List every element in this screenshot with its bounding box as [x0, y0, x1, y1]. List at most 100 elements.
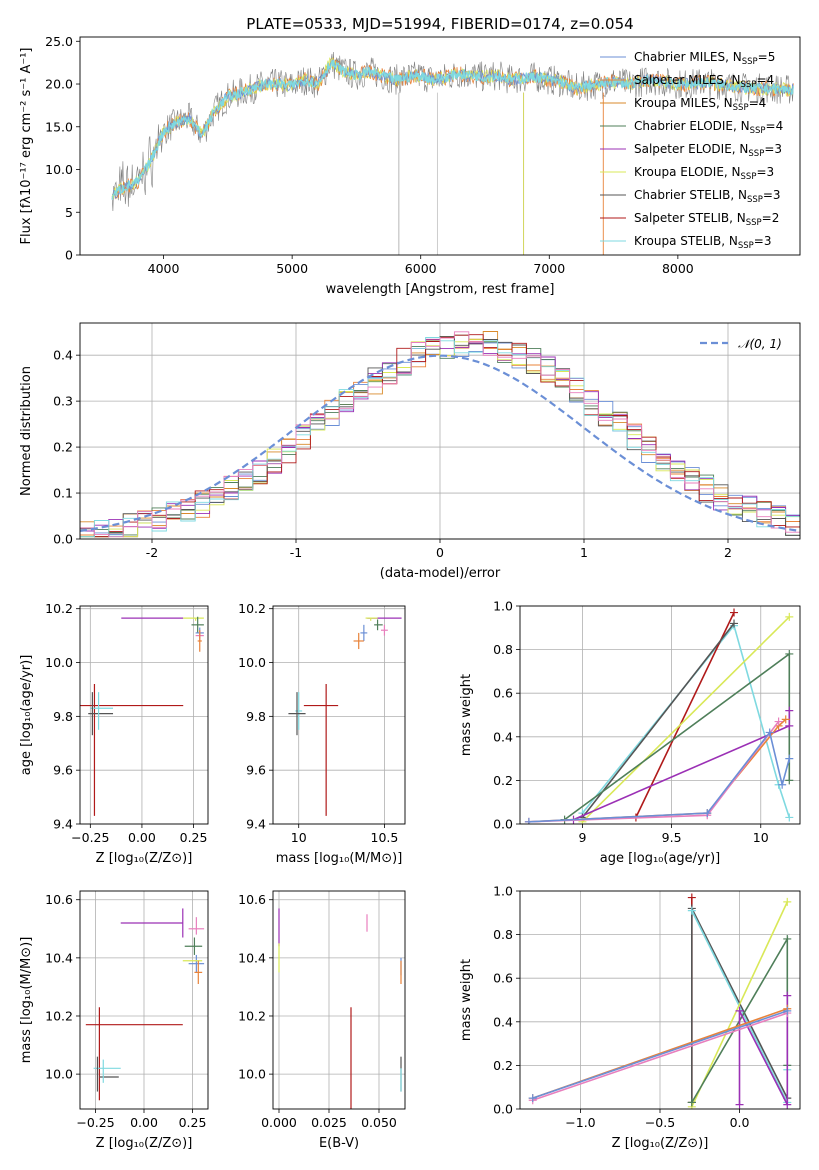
age-vs-mass-ytick-label: 9.6: [246, 763, 266, 778]
weights-vs-Z-marker-point: [783, 1006, 792, 1015]
residuals-xtick-label: -2: [146, 545, 158, 560]
weights-vs-age-ytick-label: 0.8: [493, 642, 513, 657]
spectrum-legend-entry: Chabrier MILES, NSSP=5: [634, 50, 775, 67]
weights-vs-age-marker-point: [524, 817, 533, 824]
weights-vs-Z-ytick-label: 1.0: [493, 884, 513, 899]
residuals-xtick-label: 2: [724, 545, 732, 560]
weights-vs-age-xtick-label: 9: [578, 830, 586, 845]
spectrum-legend-entry: Chabrier ELODIE, NSSP=4: [634, 119, 783, 136]
weights-vs-age-ytick-label: 0.2: [493, 773, 513, 788]
weights-vs-age-ytick-label: 0.0: [493, 817, 513, 832]
weights-vs-age-ytick-label: 1.0: [493, 599, 513, 614]
weights-vs-Z-series-line: [691, 901, 789, 1108]
mass-vs-Z-xlabel: Z [log₁₀(Z/Z⊙)]: [96, 1136, 193, 1151]
weights-vs-age-series-line: [581, 622, 735, 818]
weights-vs-age-marker-point: [765, 728, 774, 737]
age-vs-Z-plot-area: [80, 616, 204, 816]
weights-vs-age-series-line: [573, 710, 791, 821]
spectrum-title: PLATE=0533, MJD=51994, FIBERID=0174, z=0…: [246, 15, 633, 33]
residuals-ytick-label: 0.2: [53, 440, 73, 455]
spectrum-panel: 4000 5000 6000 7000 8000 0 5 10.0 15.0 20.0 25.0 wa…: [19, 15, 801, 297]
age-vs-Z-xtick-label: 0.00: [128, 830, 156, 845]
spectrum-legend: Chabrier MILES, NSSP=5 Salpeter MILES, NS…: [600, 50, 783, 251]
age-vs-Z-xtick-label: 0.25: [180, 830, 208, 845]
residuals-ylabel: Normed distribution: [19, 366, 34, 496]
weights-vs-age-marker-point: [785, 813, 794, 822]
age-vs-Z-grid: [80, 606, 208, 825]
spectrum-ytick-label: 5: [65, 205, 73, 220]
weights-vs-age-marker-point: [778, 780, 787, 789]
weights-vs-age-marker-point: [785, 706, 794, 715]
mass-vs-ebv-xtick-label: 0.025: [311, 1115, 347, 1130]
weights-vs-Z-xtick-label: −0.5: [645, 1115, 675, 1130]
weights-vs-age-ylabel: mass weight: [459, 674, 474, 756]
residuals-ytick-label: 0.0: [53, 532, 73, 547]
age-vs-Z-xtick-label: −0.25: [71, 830, 109, 845]
mass-vs-Z-xtick-label: −0.25: [76, 1115, 114, 1130]
mass-vs-Z-errorbar-point: [188, 917, 205, 935]
age-vs-Z-ytick-label: 10.0: [45, 655, 73, 670]
weights-vs-Z-ytick-label: 0.6: [493, 971, 513, 986]
mass-vs-Z-errorbar-point: [184, 937, 203, 955]
age-vs-mass-frame: [272, 605, 406, 825]
weights-vs-Z-grid: [520, 890, 800, 1110]
weights-vs-age-grid: [520, 605, 800, 825]
residuals-histogram-step: [80, 339, 800, 539]
mass-vs-Z-ytick-label: 10.6: [45, 892, 73, 907]
weights-vs-Z-marker-point: [783, 897, 792, 906]
weights-vs-age-series-line: [528, 718, 787, 823]
age-vs-mass-errorbar-point: [295, 692, 303, 730]
weights-vs-Z-marker-point: [783, 1100, 792, 1109]
spectrum-xtick-label: 8000: [662, 261, 694, 276]
weights-vs-age-marker-point: [730, 619, 739, 628]
weights-vs-Z-marker-point: [687, 893, 696, 902]
age-vs-Z-ytick-label: 9.4: [53, 817, 73, 832]
spectrum-xtick-label: 7000: [533, 261, 565, 276]
age-vs-mass-xtick-label: 10: [291, 830, 307, 845]
weights-vs-age-marker-point: [785, 721, 794, 730]
age-vs-mass-panel: 10 10.5 9.4 9.6 9.8 10.0 10.2 mass [log₁₀(M/M⊙)…: [238, 601, 406, 866]
weights-vs-age-plot-area: [524, 608, 794, 824]
mass-vs-Z-ytick-label: 10.4: [45, 950, 73, 965]
weights-vs-Z-frame: [519, 890, 801, 1110]
residuals-ytick-label: 0.4: [53, 348, 73, 363]
spectrum-legend-entry: Salpeter STELIB, NSSP=2: [634, 211, 779, 228]
weights-vs-Z-ytick-label: 0.0: [493, 1102, 513, 1117]
spectrum-legend-entry: Kroupa MILES, NSSP=4: [634, 96, 766, 113]
weights-vs-Z-ytick-label: 0.8: [493, 927, 513, 942]
weights-vs-age-series-line: [635, 612, 735, 818]
weights-vs-age-marker-point: [781, 715, 790, 724]
weights-vs-Z-ytick-label: 0.2: [493, 1058, 513, 1073]
age-vs-Z-errorbar-point: [191, 616, 204, 633]
age-vs-Z-ytick-label: 9.8: [53, 709, 73, 724]
residuals-ytick-label: 0.3: [53, 394, 73, 409]
mass-vs-ebv-xtick-label: 0.050: [361, 1115, 397, 1130]
age-vs-mass-errorbar-point: [360, 624, 368, 641]
weights-vs-age-xtick-label: 10: [753, 830, 769, 845]
weights-vs-age-panel: 9 9.5 10 0.0 0.2 0.4 0.6 0.8 1.0 age [log₁₀(age/y…: [459, 599, 801, 866]
spectrum-plot-area: [111, 51, 794, 255]
weights-vs-age-marker-point: [774, 717, 783, 726]
mass-vs-Z-errorbar-point: [194, 960, 203, 985]
age-vs-mass-grid: [273, 606, 405, 825]
weights-vs-Z-marker-point: [687, 906, 696, 915]
weights-vs-age-marker-point: [730, 608, 739, 617]
weights-vs-age-series-line: [581, 623, 791, 818]
mass-vs-Z-errorbar-point: [188, 954, 205, 973]
weights-vs-Z-marker-point: [783, 991, 792, 1000]
mass-vs-Z-ytick-label: 10.0: [45, 1067, 73, 1082]
weights-vs-Z-marker-point: [528, 1094, 537, 1103]
weights-vs-Z-ytick-label: 0.4: [493, 1014, 513, 1029]
spectrum-xtick-label: 4000: [148, 261, 180, 276]
residuals-histogram-step: [80, 331, 800, 539]
spectrum-ytick-label: 0: [65, 248, 73, 263]
weights-vs-age-marker-point: [785, 754, 794, 763]
weights-vs-Z-plot-area: [528, 893, 792, 1109]
residuals-ytick-label: 0.1: [53, 486, 73, 501]
weights-vs-Z-xtick-label: 0.0: [730, 1115, 750, 1130]
spectrum-xlabel: wavelength [Angstrom, rest frame]: [326, 282, 555, 297]
weights-vs-age-series-line: [581, 616, 790, 823]
spectrum-series-line: [111, 59, 794, 200]
age-vs-Z-xlabel: Z [log₁₀(Z/Z⊙)]: [96, 851, 193, 866]
